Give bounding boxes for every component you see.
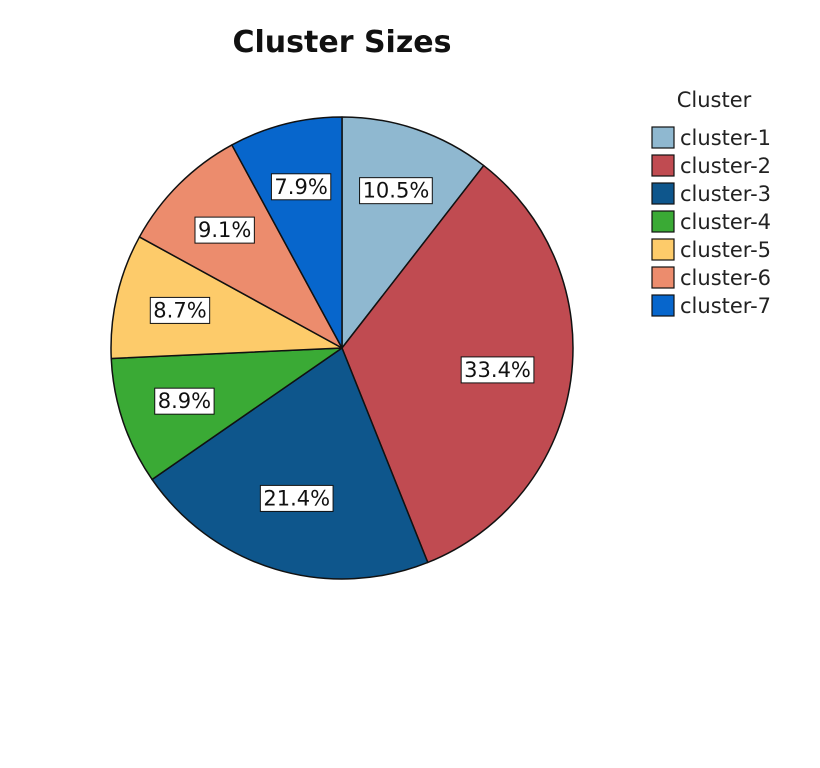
slice-label-box — [460, 356, 535, 384]
pie-slice-cluster-1 — [341, 116, 485, 349]
slice-label-text: 10.5% — [363, 179, 430, 203]
slice-label-box — [359, 177, 433, 205]
slice-label-text: 8.7% — [153, 298, 206, 322]
legend-label: cluster-3 — [680, 182, 771, 206]
slice-label-cluster-6: 9.1% — [194, 216, 255, 244]
legend-item-cluster-1: cluster-1 — [651, 126, 771, 150]
pie-slice-cluster-3 — [151, 347, 429, 580]
legend-item-cluster-2: cluster-2 — [651, 154, 771, 178]
pie-slices — [110, 116, 574, 580]
legend-swatch — [651, 210, 675, 233]
legend-label: cluster-1 — [680, 126, 771, 150]
slice-label-text: 33.4% — [464, 358, 531, 382]
slice-label-box — [194, 216, 255, 244]
pie-slice-cluster-4 — [110, 347, 343, 481]
pie-slice-cluster-6 — [138, 144, 343, 349]
legend-label: cluster-6 — [680, 266, 771, 290]
slice-label-box — [149, 296, 211, 324]
legend-title: Cluster — [677, 88, 752, 112]
slice-label-cluster-1: 10.5% — [359, 177, 433, 205]
legend-label: cluster-7 — [680, 294, 771, 318]
slice-label-cluster-5: 8.7% — [149, 296, 211, 324]
chart-title: Cluster Sizes — [233, 25, 452, 60]
pie-slice-labels: 10.5% 33.4% 21.4% 8.9% 8.7% 9.1% 7.9% — [149, 173, 535, 512]
legend-item-cluster-5: cluster-5 — [651, 238, 771, 262]
slice-label-text: 7.9% — [274, 175, 327, 199]
slice-label-cluster-4: 8.9% — [154, 387, 215, 415]
legend-item-cluster-6: cluster-6 — [651, 266, 771, 290]
legend-swatch — [651, 238, 675, 261]
legend-swatch — [651, 294, 675, 317]
legend-item-cluster-7: cluster-7 — [651, 294, 771, 318]
slice-label-cluster-3: 21.4% — [259, 484, 334, 512]
legend: Cluster cluster-1 cluster-2 cluster-3 clust… — [651, 88, 771, 318]
slice-label-box — [259, 484, 334, 512]
legend-label: cluster-4 — [680, 210, 771, 234]
legend-swatch — [651, 126, 675, 149]
slice-label-box — [270, 173, 332, 201]
pie-slice-cluster-5 — [110, 236, 343, 360]
slice-label-text: 21.4% — [263, 486, 330, 510]
legend-swatch — [651, 266, 675, 289]
legend-swatch — [651, 154, 675, 177]
legend-item-cluster-3: cluster-3 — [651, 182, 771, 206]
legend-swatch — [651, 182, 675, 205]
legend-label: cluster-5 — [680, 238, 771, 262]
legend-item-cluster-4: cluster-4 — [651, 210, 771, 234]
slice-label-cluster-2: 33.4% — [460, 356, 535, 384]
legend-label: cluster-2 — [680, 154, 771, 178]
slice-label-cluster-7: 7.9% — [270, 173, 332, 201]
slice-label-text: 9.1% — [198, 218, 251, 242]
slice-label-text: 8.9% — [158, 389, 211, 413]
pie-slice-cluster-2 — [341, 164, 574, 564]
slice-label-box — [154, 387, 215, 415]
